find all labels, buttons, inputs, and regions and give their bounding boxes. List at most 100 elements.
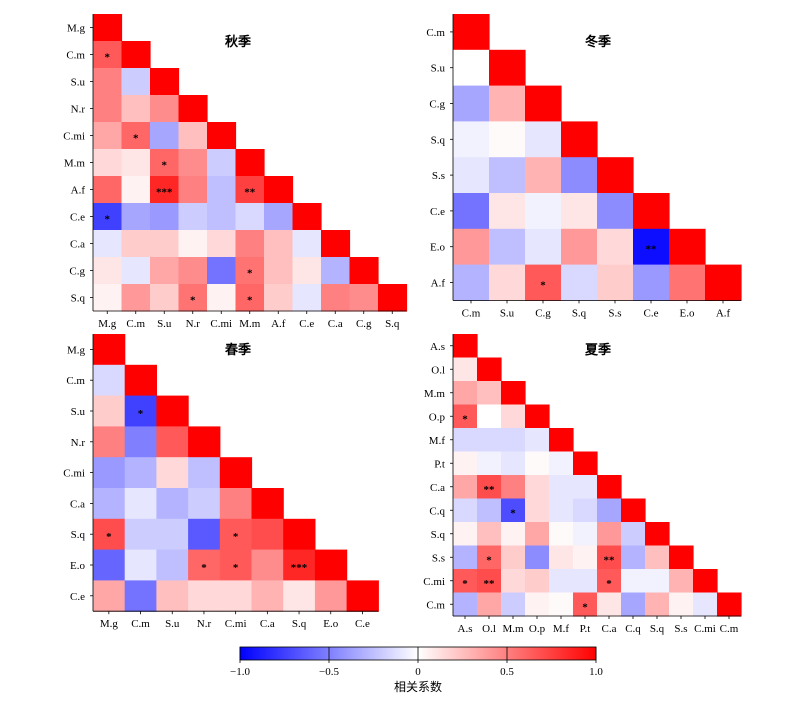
heatmap-cell xyxy=(121,284,151,312)
heatmap-cell xyxy=(150,176,180,204)
colorbar-label: 相关系数 xyxy=(394,679,442,694)
heatmap-cell xyxy=(453,49,490,87)
heatmap-cell xyxy=(621,569,646,594)
heatmap-cell xyxy=(645,545,670,570)
y-tick-label: C.m xyxy=(66,375,85,387)
heatmap-cell xyxy=(219,488,253,520)
significance-marker: * xyxy=(105,214,111,226)
significance-marker: ** xyxy=(604,554,616,566)
heatmap-cell xyxy=(477,381,502,406)
heatmap-cell xyxy=(525,404,550,429)
heatmap-cell xyxy=(264,284,294,312)
heatmap-cell xyxy=(549,592,574,617)
significance-marker: * xyxy=(162,160,168,172)
heatmap-cell xyxy=(150,95,180,123)
y-tick-label: M.m xyxy=(424,388,446,400)
colorbar-tick-label: −0.5 xyxy=(319,666,339,678)
heatmap-cell xyxy=(549,475,574,500)
x-tick-label: C.m xyxy=(720,623,739,635)
heatmap-cell xyxy=(93,334,126,366)
heatmap-cell xyxy=(645,592,670,617)
y-tick-label: A.f xyxy=(431,278,446,290)
heatmap-cell xyxy=(93,395,126,427)
heatmap-panel-1: ****** ***** *M.gC.mS.uN.rC.miM.mA.fC.eC.a… xyxy=(63,14,408,330)
heatmap-cell xyxy=(93,230,123,258)
heatmap-cell xyxy=(501,569,526,594)
y-tick-label: S.s xyxy=(432,552,445,564)
x-tick-label: E.o xyxy=(323,618,338,630)
heatmap-cell xyxy=(573,451,598,476)
heatmap-cell xyxy=(549,522,574,547)
heatmap-cell xyxy=(477,522,502,547)
y-tick-label: C.e xyxy=(430,206,445,218)
heatmap-cell xyxy=(477,545,502,570)
colorbar-tick-label: 0.5 xyxy=(500,666,514,678)
significance-marker: * xyxy=(105,52,111,64)
x-tick-label: C.m xyxy=(126,318,145,330)
x-tick-label: A.f xyxy=(271,318,286,330)
y-tick-label: S.u xyxy=(431,63,446,75)
heatmap-cell xyxy=(292,284,322,312)
heatmap-cell xyxy=(549,498,574,523)
x-tick-label: C.g xyxy=(356,318,372,330)
y-tick-label: C.a xyxy=(70,239,85,251)
heatmap-cell xyxy=(561,157,598,194)
x-tick-label: C.mi xyxy=(225,618,247,630)
heatmap-cell xyxy=(207,122,237,150)
x-tick-label: S.q xyxy=(650,623,665,635)
y-tick-label: S.q xyxy=(431,529,446,541)
y-tick-label: C.mi xyxy=(63,468,85,480)
heatmap-cell xyxy=(251,488,284,520)
y-tick-label: C.a xyxy=(70,498,85,510)
heatmap-cell xyxy=(178,149,208,177)
y-tick-label: C.e xyxy=(70,591,85,603)
heatmap-cell xyxy=(633,228,670,266)
heatmap-cell xyxy=(717,592,742,617)
y-tick-label: P.t xyxy=(434,458,445,470)
heatmap-cell xyxy=(669,592,694,617)
heatmap-cell xyxy=(124,457,157,489)
heatmap-cell xyxy=(178,122,208,150)
y-tick-label: C.g xyxy=(69,266,85,278)
y-tick-label: S.s xyxy=(432,170,445,182)
heatmap-cell xyxy=(453,498,478,523)
heatmap-cell xyxy=(453,569,478,594)
y-tick-label: S.u xyxy=(71,406,86,418)
heatmap-cell xyxy=(453,381,478,406)
heatmap-cell xyxy=(207,203,237,231)
heatmap-cell xyxy=(251,549,284,581)
heatmap-cell xyxy=(693,592,718,617)
heatmap-cell xyxy=(453,14,490,51)
y-tick-label: A.s xyxy=(430,341,445,353)
x-tick-label: M.m xyxy=(502,623,524,635)
x-tick-label: S.q xyxy=(572,307,587,319)
x-tick-label: C.e xyxy=(644,307,659,319)
heatmap-cell xyxy=(314,580,348,612)
x-tick-label: A.s xyxy=(458,623,473,635)
significance-marker: * xyxy=(247,268,253,280)
heatmap-cell xyxy=(321,230,351,258)
y-tick-label: M.g xyxy=(67,344,86,356)
heatmap-cell xyxy=(453,334,478,359)
heatmap-cell xyxy=(156,426,189,458)
y-tick-label: O.l xyxy=(431,364,445,376)
heatmap-cell xyxy=(489,157,526,194)
heatmap-cell xyxy=(489,228,526,266)
heatmap-cell xyxy=(525,522,550,547)
heatmap-cell xyxy=(705,264,742,301)
heatmap-cell xyxy=(235,230,265,258)
significance-marker: * xyxy=(247,295,253,307)
heatmap-cell xyxy=(219,457,253,489)
heatmap-cell xyxy=(156,549,189,581)
y-tick-label: E.o xyxy=(430,242,445,254)
heatmap-cell xyxy=(178,95,208,123)
heatmap-cell xyxy=(525,451,550,476)
x-tick-label: C.mi xyxy=(694,623,716,635)
significance-marker: ** xyxy=(484,484,496,496)
heatmap-cell xyxy=(178,257,208,285)
significance-marker: ** xyxy=(646,244,658,256)
heatmap-cell xyxy=(453,592,478,617)
heatmap-cell xyxy=(156,518,189,551)
significance-marker: * xyxy=(190,295,196,307)
panel-title: 春季 xyxy=(224,342,251,357)
